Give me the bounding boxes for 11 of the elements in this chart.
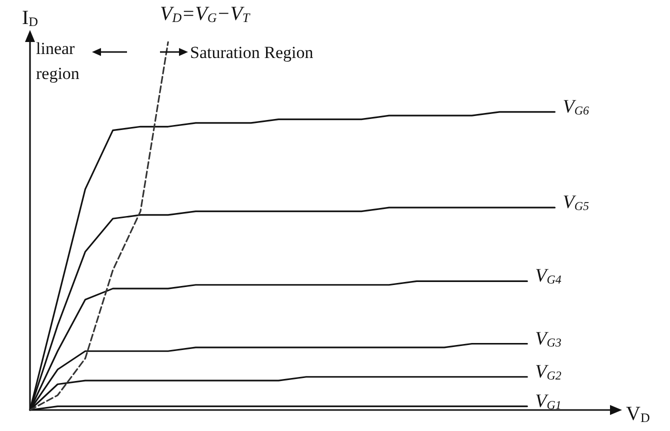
series-label: VG6 [562, 96, 590, 118]
y-axis-title: ID [22, 7, 38, 29]
text: VD=VG−VT [160, 3, 250, 25]
annotation: Saturation Region [190, 43, 314, 62]
series-label: VG2 [535, 361, 562, 382]
series-label: VG3 [535, 328, 562, 350]
series-label: VG1 [535, 390, 562, 412]
series-label: VG5 [562, 192, 590, 214]
x-axis-title: VD [626, 403, 650, 425]
annotation: linear region [36, 39, 80, 83]
series-label: VG4 [535, 266, 562, 287]
